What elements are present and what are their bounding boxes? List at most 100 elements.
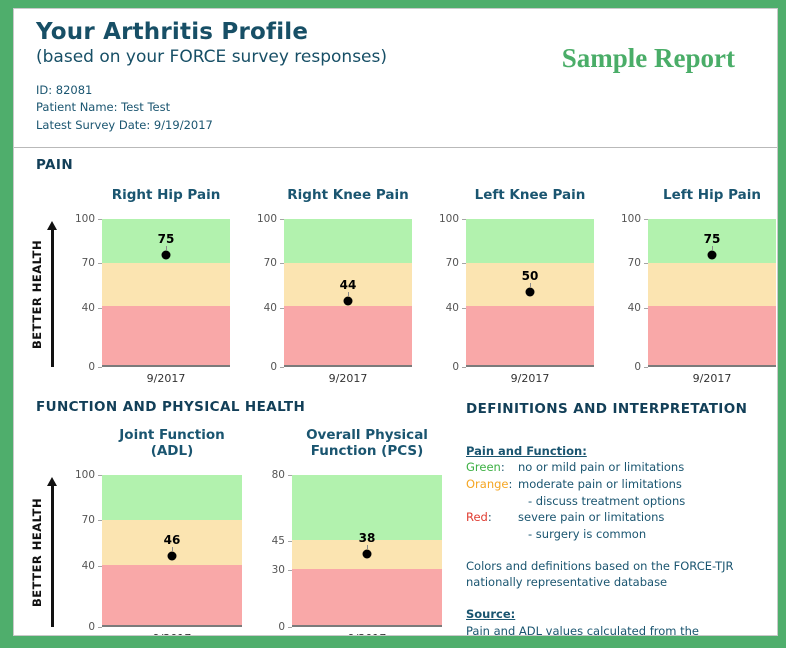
y-tick-label: 0 [88,360,95,373]
better-health-axis: BETTER HEALTH [28,475,74,627]
y-tick-mark [288,626,292,628]
band-red [102,564,242,625]
x-axis-label: 9/2017 [102,632,242,635]
y-tick-label: 30 [271,563,285,576]
y-tick-mark [644,218,648,220]
point-leader-line [172,546,173,551]
plot-area: 38 [292,474,442,627]
chart-title: Left Hip Pain [663,186,761,203]
y-axis: 0 40 70 100 [74,213,102,373]
y-tick-mark [644,307,648,309]
y-tick-label: 0 [270,360,277,373]
point-leader-line [367,544,368,549]
definition-red: Red: severe pain or limitations [466,510,665,525]
patient-info: ID: 82081 Patient Name: Test Test Latest… [36,82,777,134]
y-tick-label: 0 [278,620,285,633]
y-tick-label: 40 [445,301,459,314]
y-tick-mark [98,307,102,309]
red-label: Red [466,510,488,525]
y-axis: 0 40 70 100 [74,469,102,633]
red-subtext: - surgery is common [528,527,647,542]
report-header: Your Arthritis Profile (based on your FO… [14,9,777,74]
y-tick-label: 70 [263,257,277,270]
pain-charts-row: Right Hip Pain BETTER HEALTH 0 40 70 100 75… [28,187,777,385]
source-line-1: Pain and ADL values calculated from the … [466,623,699,636]
y-axis: 0 40 70 100 [256,213,284,373]
y-tick-label: 70 [81,514,95,527]
definitions-section-header: DEFINITIONS AND INTERPRETATION [466,400,748,417]
data-point [362,549,372,558]
band-orange [648,262,776,307]
y-tick-label: 45 [271,535,285,548]
y-tick-mark [288,474,292,476]
y-tick-mark [644,263,648,265]
data-point [343,296,353,306]
y-tick-mark [462,307,466,309]
page-title: Your Arthritis Profile [36,19,309,45]
band-red [284,306,412,365]
chart-right-knee-pain: Right Knee Pain 0 40 70 100 44 9/2017 [256,187,412,385]
x-axis-label: 9/2017 [146,371,186,385]
chart-title: Right Hip Pain [111,186,221,203]
orange-text: moderate pain or limitations [518,477,682,492]
definition-green: Green: no or mild pain or limitations [466,460,685,475]
data-point [707,250,717,260]
band-red [292,568,442,625]
better-health-label: BETTER HEALTH [30,497,44,607]
patient-name: Patient Name: Test Test [36,100,171,115]
y-tick-mark [280,366,284,368]
chart-overall-physical-function-pcs: Overall Physical Function (PCS) 0 30 45 80 … [264,426,442,635]
y-tick-label: 100 [74,468,95,481]
y-axis: 0 30 45 80 [264,469,292,633]
point-leader-line [348,291,349,296]
y-tick-label: 80 [271,468,285,481]
y-tick-mark [98,520,102,522]
y-tick-label: 0 [88,620,95,633]
chart-title: Right Knee Pain [287,186,409,203]
y-tick-label: 70 [81,257,95,270]
y-tick-mark [462,263,466,265]
y-tick-label: 100 [620,212,641,225]
x-axis-label: 9/2017 [692,371,732,385]
better-health-label: BETTER HEALTH [30,239,44,349]
band-green [102,474,242,520]
report-page: Your Arthritis Profile (based on your FO… [13,8,778,636]
patient-id: ID: 82081 [36,83,93,97]
chart-left-hip-pain: Left Hip Pain 0 40 70 100 75 9/2017 [620,187,776,385]
chart-title: Joint Function (ADL) [119,426,225,459]
point-leader-line [712,246,713,251]
y-axis: 0 40 70 100 [620,213,648,373]
up-arrow-icon [47,476,57,627]
y-tick-mark [98,565,102,567]
title-block: Your Arthritis Profile (based on your FO… [36,19,387,74]
y-tick-mark [462,366,466,368]
data-point-value: 75 [157,232,175,247]
chart-left-knee-pain: Left Knee Pain 0 40 70 100 50 9/2017 [438,187,594,385]
orange-subtext: - discuss treatment options [528,493,686,508]
y-tick-mark [462,218,466,220]
y-tick-mark [280,263,284,265]
band-green [466,218,594,263]
x-axis-label: 9/2017 [328,371,368,385]
definitions-section: DEFINITIONS AND INTERPRETATION Pain and … [466,399,777,636]
latest-survey-date: Latest Survey Date: 9/19/2017 [36,117,213,132]
chart-joint-function-adl: Joint Function (ADL) BETTER HEALTH 0 40 70… [28,426,242,635]
data-point-value: 44 [339,277,357,292]
point-leader-line [166,246,167,251]
chart-title: Overall Physical Function (PCS) [306,426,428,459]
colors-note: Colors and definitions based on the FORC… [466,558,734,590]
x-axis-label: 9/2017 [510,371,550,385]
header-divider [14,146,777,148]
band-green [284,218,412,263]
green-text: no or mild pain or limitations [518,460,685,475]
page-subtitle: (based on your FORCE survey responses) [36,47,388,67]
definition-orange: Orange: moderate pain or limitations [466,477,682,492]
green-label: Green [466,460,501,475]
data-point [161,250,171,260]
y-tick-label: 40 [81,301,95,314]
band-red [466,306,594,365]
y-tick-mark [288,569,292,571]
y-tick-label: 100 [256,212,277,225]
up-arrow-icon [47,220,57,367]
